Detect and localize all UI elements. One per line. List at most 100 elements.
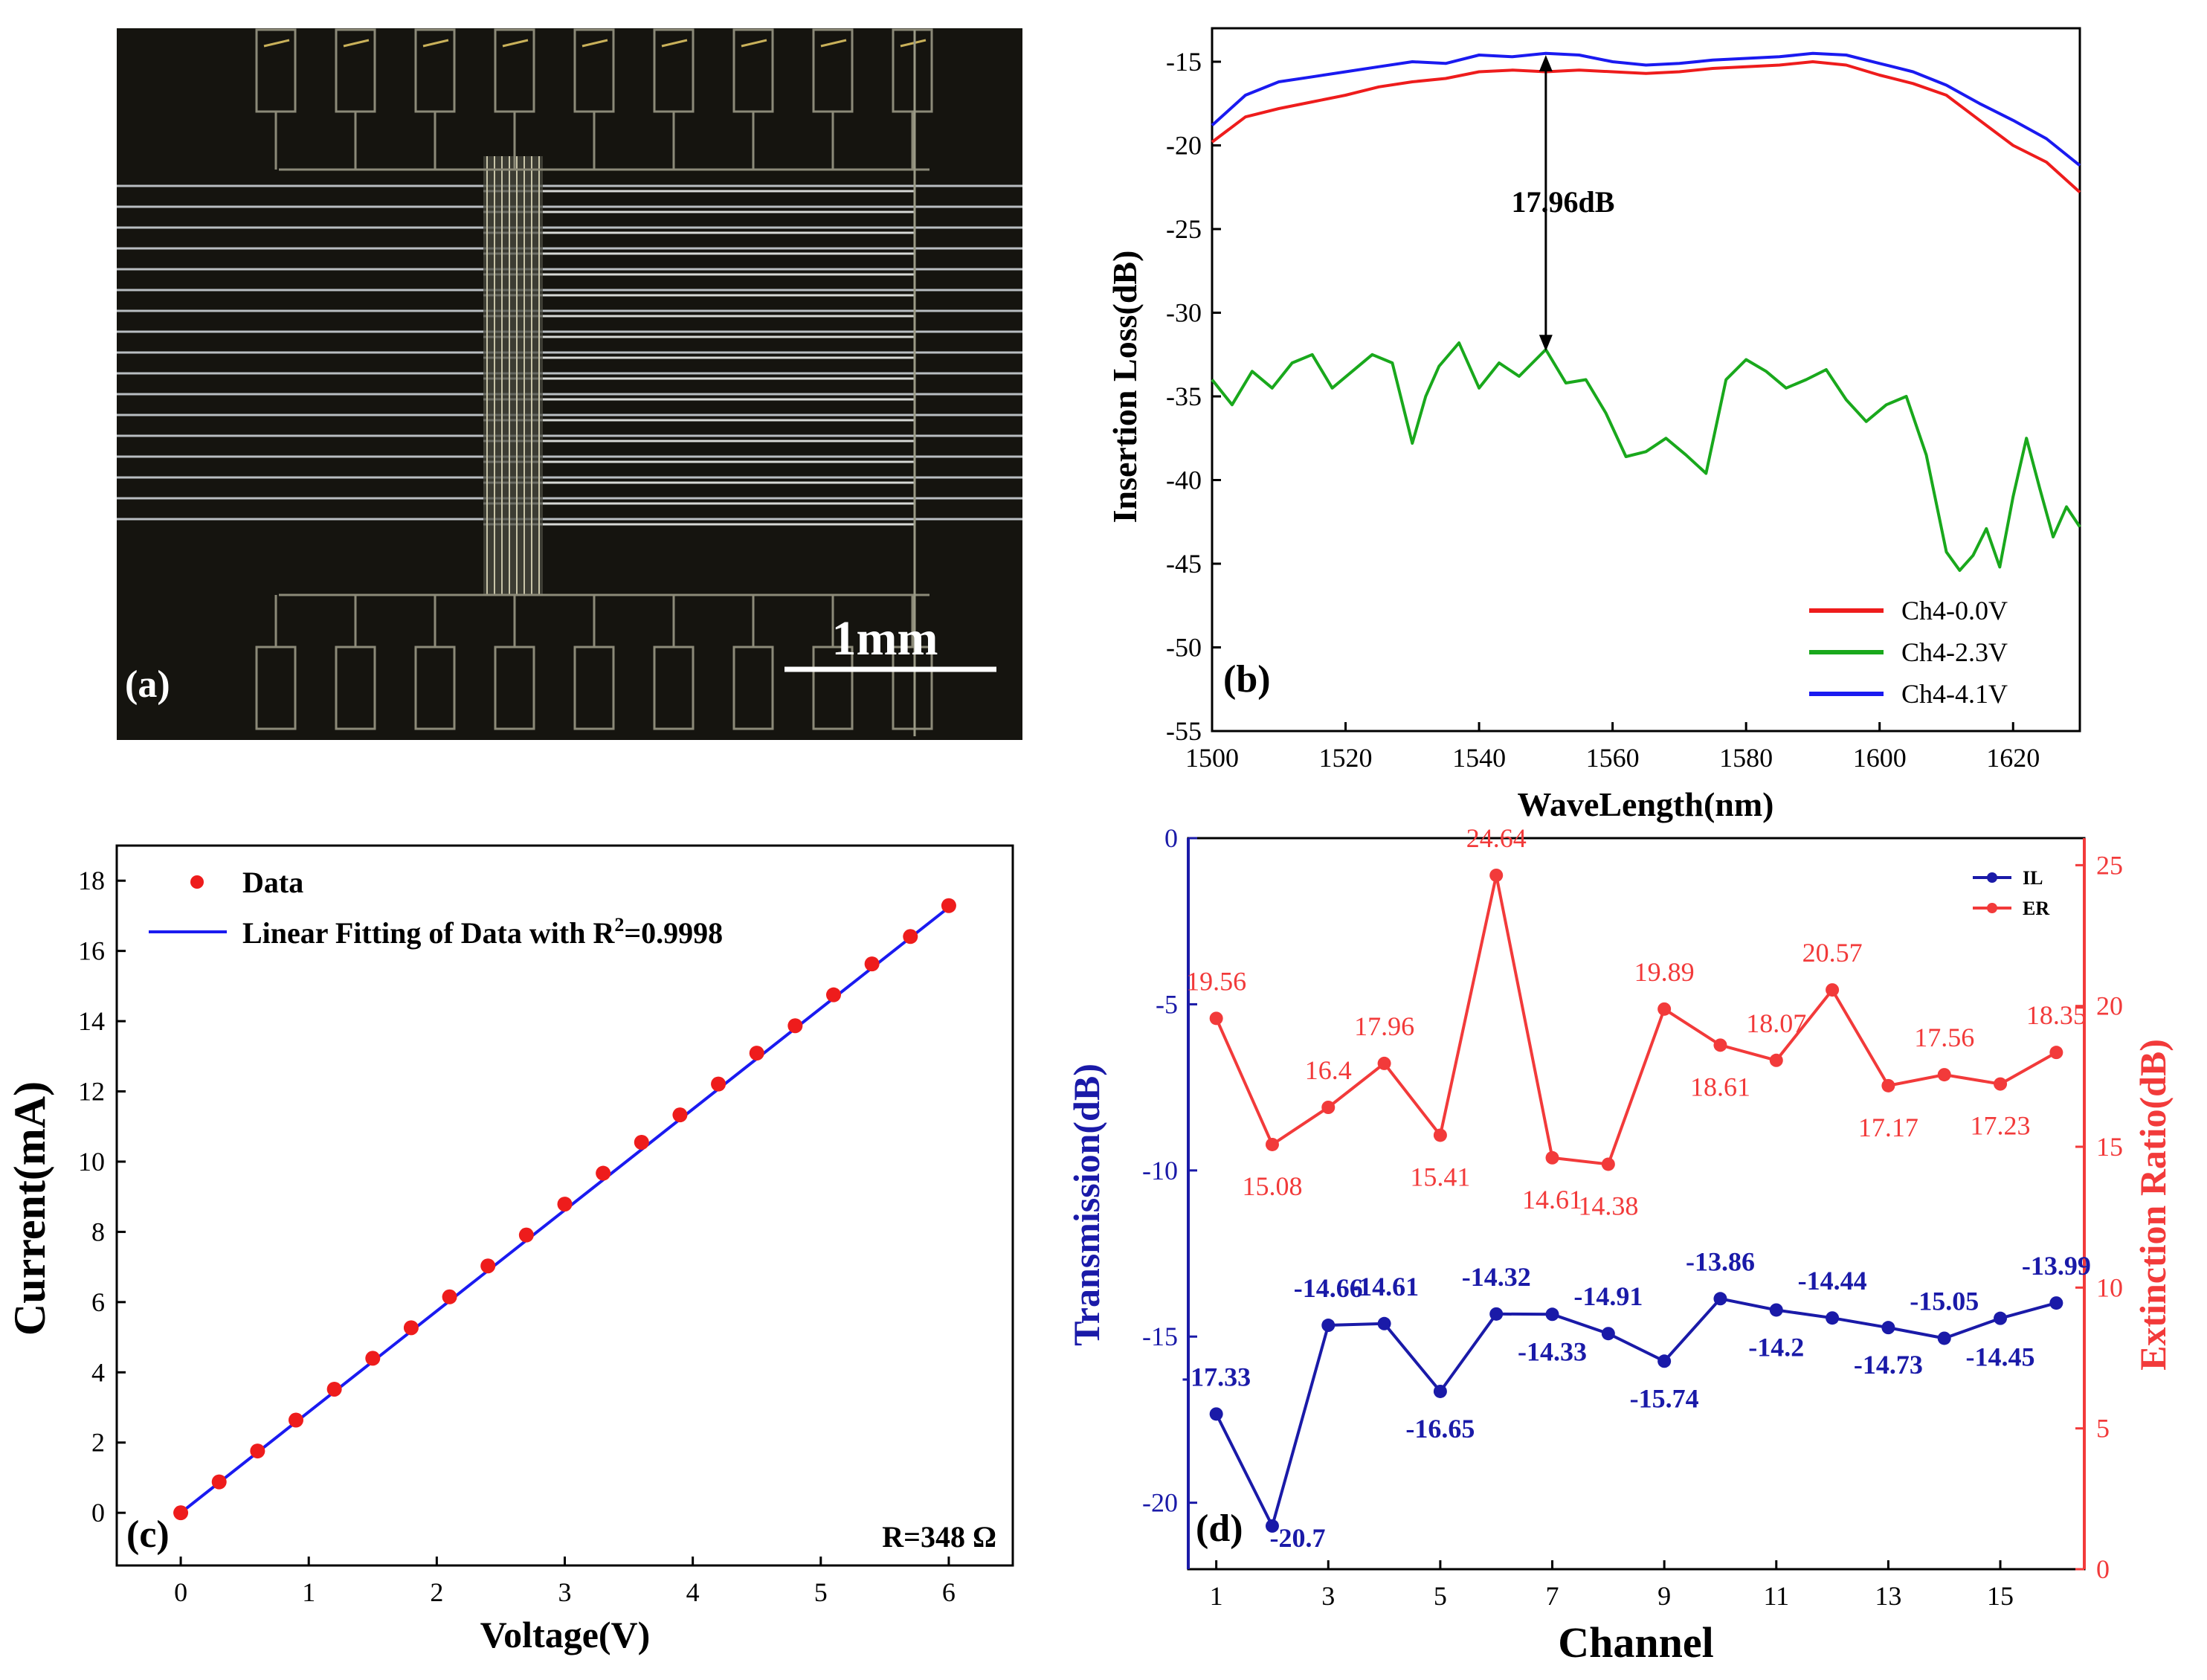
er-point	[1209, 1011, 1223, 1026]
y-tick-label-c: 6	[91, 1287, 105, 1317]
data-point	[749, 1046, 764, 1061]
pad-scratch	[661, 39, 688, 48]
y-tick-label-b: -15	[1166, 47, 1202, 77]
legend-label-ch4-2-3v: Ch4-2.3V	[1901, 637, 2008, 667]
series-d: -17.33 19.56 -20.7 15.08 -14.66 16.4 -14.61 17.…	[1182, 823, 2091, 1553]
y-tick-label-d-left: -20	[1142, 1488, 1178, 1518]
data-point	[596, 1165, 611, 1181]
er-data-label: 16.4	[1305, 1055, 1352, 1085]
panel-b-label: (b)	[1223, 658, 1271, 701]
y-tick-label-d-right: 20	[2096, 991, 2123, 1021]
legend-label-er: ER	[2023, 898, 2049, 919]
il-data-label: -13.86	[1686, 1246, 1755, 1276]
legend-fit-value: =0.9998	[624, 916, 723, 950]
y-tick-label-d-right: 0	[2096, 1554, 2110, 1584]
data-point	[518, 1227, 534, 1243]
series-lines-b	[1211, 51, 2081, 572]
x-tick-label-d: 11	[1763, 1581, 1789, 1611]
il-point	[1377, 1316, 1391, 1330]
y-axis-title-c: Current(mA)	[5, 1081, 54, 1336]
y-tick-label-d-right: 15	[2096, 1132, 2123, 1162]
il-point	[1489, 1307, 1504, 1321]
scale-bar-label: 1mm	[832, 611, 938, 666]
il-data-label: -14.91	[1573, 1281, 1643, 1311]
panel-a-label: (a)	[125, 663, 170, 706]
il-point	[1937, 1331, 1951, 1345]
er-point	[1545, 1150, 1559, 1165]
er-point	[1657, 1002, 1672, 1016]
photo-background	[117, 28, 1022, 740]
x-axis-title-c: Voltage(V)	[480, 1614, 651, 1655]
x-tick-label-c: 5	[814, 1577, 828, 1607]
series-line-ch4-4-1v	[1211, 51, 2081, 167]
data-point	[826, 987, 841, 1002]
legend-fit-text: Linear Fitting of Data with R	[242, 916, 615, 950]
data-point	[903, 929, 918, 944]
x-tick-label-c: 0	[174, 1577, 187, 1607]
il-data-label: -14.32	[1462, 1262, 1531, 1292]
er-data-label: 15.41	[1410, 1162, 1470, 1191]
y-tick-label-b: -55	[1166, 716, 1202, 746]
er-data-label: 19.89	[1634, 957, 1695, 987]
er-point	[1321, 1100, 1336, 1114]
annotation-b-label: 17.96dB	[1512, 185, 1615, 219]
il-point	[1713, 1292, 1727, 1306]
er-data-label: 18.61	[1690, 1072, 1750, 1101]
y-tick-label-c: 12	[78, 1077, 105, 1107]
legend-label-ch4-0v: Ch4-0.0V	[1901, 596, 2008, 625]
x-tick-label-d: 1	[1210, 1581, 1223, 1611]
y-tick-label-c: 14	[78, 1006, 105, 1036]
series-line-ch4-2-3v	[1211, 341, 2081, 572]
y-tick-label-b: -25	[1166, 214, 1202, 244]
panel-a-microscope-image: 1mm (a)	[117, 28, 1022, 740]
il-point	[1769, 1303, 1783, 1317]
legend-label-ch4-4-1v: Ch4-4.1V	[1901, 679, 2008, 709]
er-data-label: 18.35	[2026, 1000, 2087, 1030]
data-point	[211, 1474, 227, 1490]
x-tick-label-c: 2	[430, 1577, 443, 1607]
y-tick-label-b: -35	[1166, 382, 1202, 411]
x-tick-label-d: 13	[1875, 1581, 1901, 1611]
data-point	[711, 1076, 726, 1092]
x-tick-label-b: 1520	[1319, 743, 1373, 773]
il-point	[1545, 1307, 1559, 1322]
pad-scratch	[502, 39, 529, 48]
data-point	[289, 1412, 303, 1428]
pad-scratch	[343, 39, 370, 48]
y-tick-label-b: -45	[1166, 549, 1202, 579]
er-data-label: 14.61	[1522, 1185, 1582, 1214]
er-point	[1937, 1068, 1951, 1082]
data-point	[864, 956, 880, 972]
series-line-ch4-0-0v	[1211, 60, 2081, 193]
er-point	[1994, 1077, 2008, 1091]
er-point	[1489, 868, 1504, 882]
data-point	[442, 1289, 457, 1304]
x-tick-label-c: 3	[558, 1577, 572, 1607]
series-line-er	[1214, 875, 2058, 1166]
er-data-label: 17.96	[1354, 1011, 1414, 1041]
pad-scratch	[900, 39, 927, 48]
y-tick-label-b: -50	[1166, 633, 1202, 663]
y-axis-title-d-left: Transmission(dB)	[1066, 1063, 1107, 1346]
panel-d-label: (d)	[1196, 1507, 1243, 1550]
x-tick-label-d: 9	[1657, 1581, 1671, 1611]
axis-ticks-b: 1500 1520 1540 1560 1580 1600 1620 -55 -50 -45 -40…	[1166, 47, 2040, 773]
legend-label-fit: Linear Fitting of Data with R2=0.9998	[242, 914, 723, 950]
legend-label-il: IL	[2023, 867, 2043, 889]
legend-fit-superscript: 2	[614, 914, 624, 936]
data-point	[480, 1258, 496, 1274]
y-tick-label-d-left: -15	[1142, 1322, 1178, 1351]
er-point	[1377, 1056, 1391, 1070]
il-point	[1433, 1384, 1447, 1398]
il-data-label: -20.7	[1269, 1523, 1325, 1553]
il-point	[1265, 1519, 1279, 1533]
il-data-label: -16.65	[1405, 1414, 1475, 1444]
er-data-label: 17.56	[1914, 1023, 1974, 1052]
x-tick-label-d: 7	[1546, 1581, 1559, 1611]
y-tick-label-d-left: 0	[1164, 823, 1178, 853]
switch-matrix-region	[483, 156, 543, 595]
y-tick-label-d-right: 25	[2096, 850, 2123, 880]
